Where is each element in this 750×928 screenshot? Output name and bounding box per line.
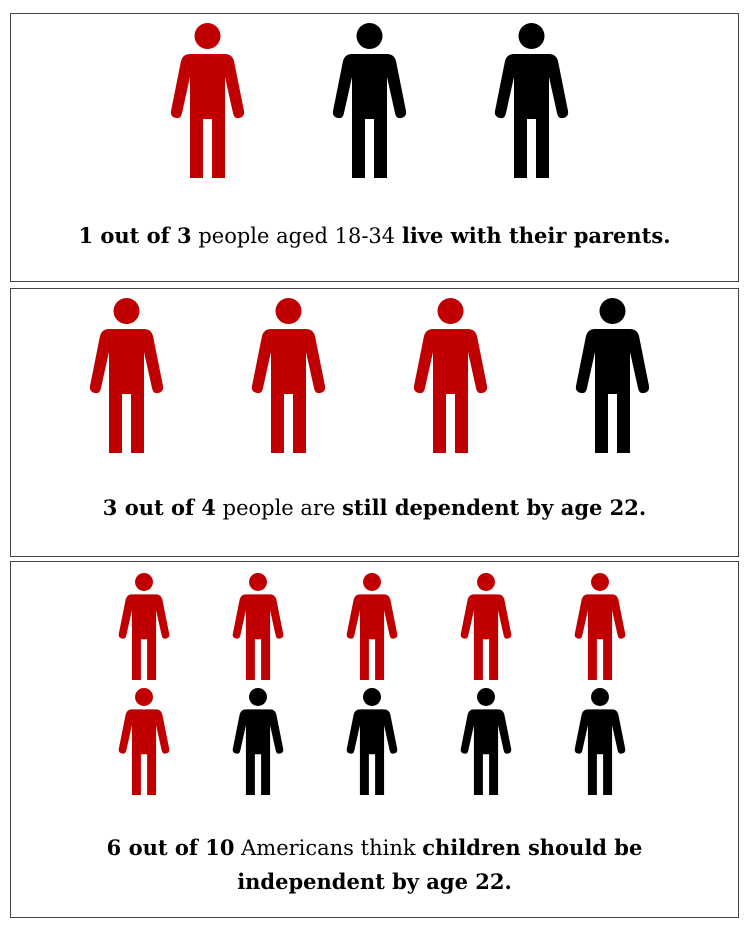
icon-row — [87, 573, 657, 795]
person-icon — [346, 688, 398, 795]
caption-segment: live with their parents. — [401, 223, 671, 248]
caption: 6 out of 10 Americans think children sho… — [51, 831, 698, 899]
caption-segment: 6 out of 10 — [106, 835, 235, 860]
person-icon — [332, 23, 407, 178]
panel: 1 out of 3 people aged 18-34 live with t… — [10, 13, 739, 282]
caption-segment: children should be independent by age 22… — [237, 835, 643, 894]
caption-segment: people are — [215, 496, 343, 520]
person-icon-highlighted — [118, 573, 170, 680]
panel: 3 out of 4 people are still dependent by… — [10, 288, 739, 557]
person-icon-highlighted — [413, 298, 488, 453]
person-icon — [494, 23, 569, 178]
person-icon-highlighted — [574, 573, 626, 680]
person-icon-highlighted — [251, 298, 326, 453]
person-icon — [575, 298, 650, 453]
icon-row — [11, 298, 738, 453]
person-icon — [460, 688, 512, 795]
person-icon-highlighted — [118, 688, 170, 795]
person-icon — [574, 688, 626, 795]
person-icon — [232, 688, 284, 795]
caption: 3 out of 4 people are still dependent by… — [31, 491, 718, 525]
icon-row — [11, 23, 738, 178]
caption-segment: 3 out of 4 — [102, 495, 216, 520]
person-icon-highlighted — [346, 573, 398, 680]
caption-segment: people aged 18-34 — [191, 224, 402, 248]
caption-segment: still dependent by age 22. — [342, 495, 647, 520]
caption-segment: 1 out of 3 — [78, 223, 192, 248]
panel: 6 out of 10 Americans think children sho… — [10, 561, 739, 918]
caption: 1 out of 3 people aged 18-34 live with t… — [31, 219, 718, 253]
caption-segment: Americans think — [234, 836, 423, 860]
person-icon-highlighted — [232, 573, 284, 680]
person-icon-highlighted — [89, 298, 164, 453]
person-icon-highlighted — [170, 23, 245, 178]
person-icon-highlighted — [460, 573, 512, 680]
